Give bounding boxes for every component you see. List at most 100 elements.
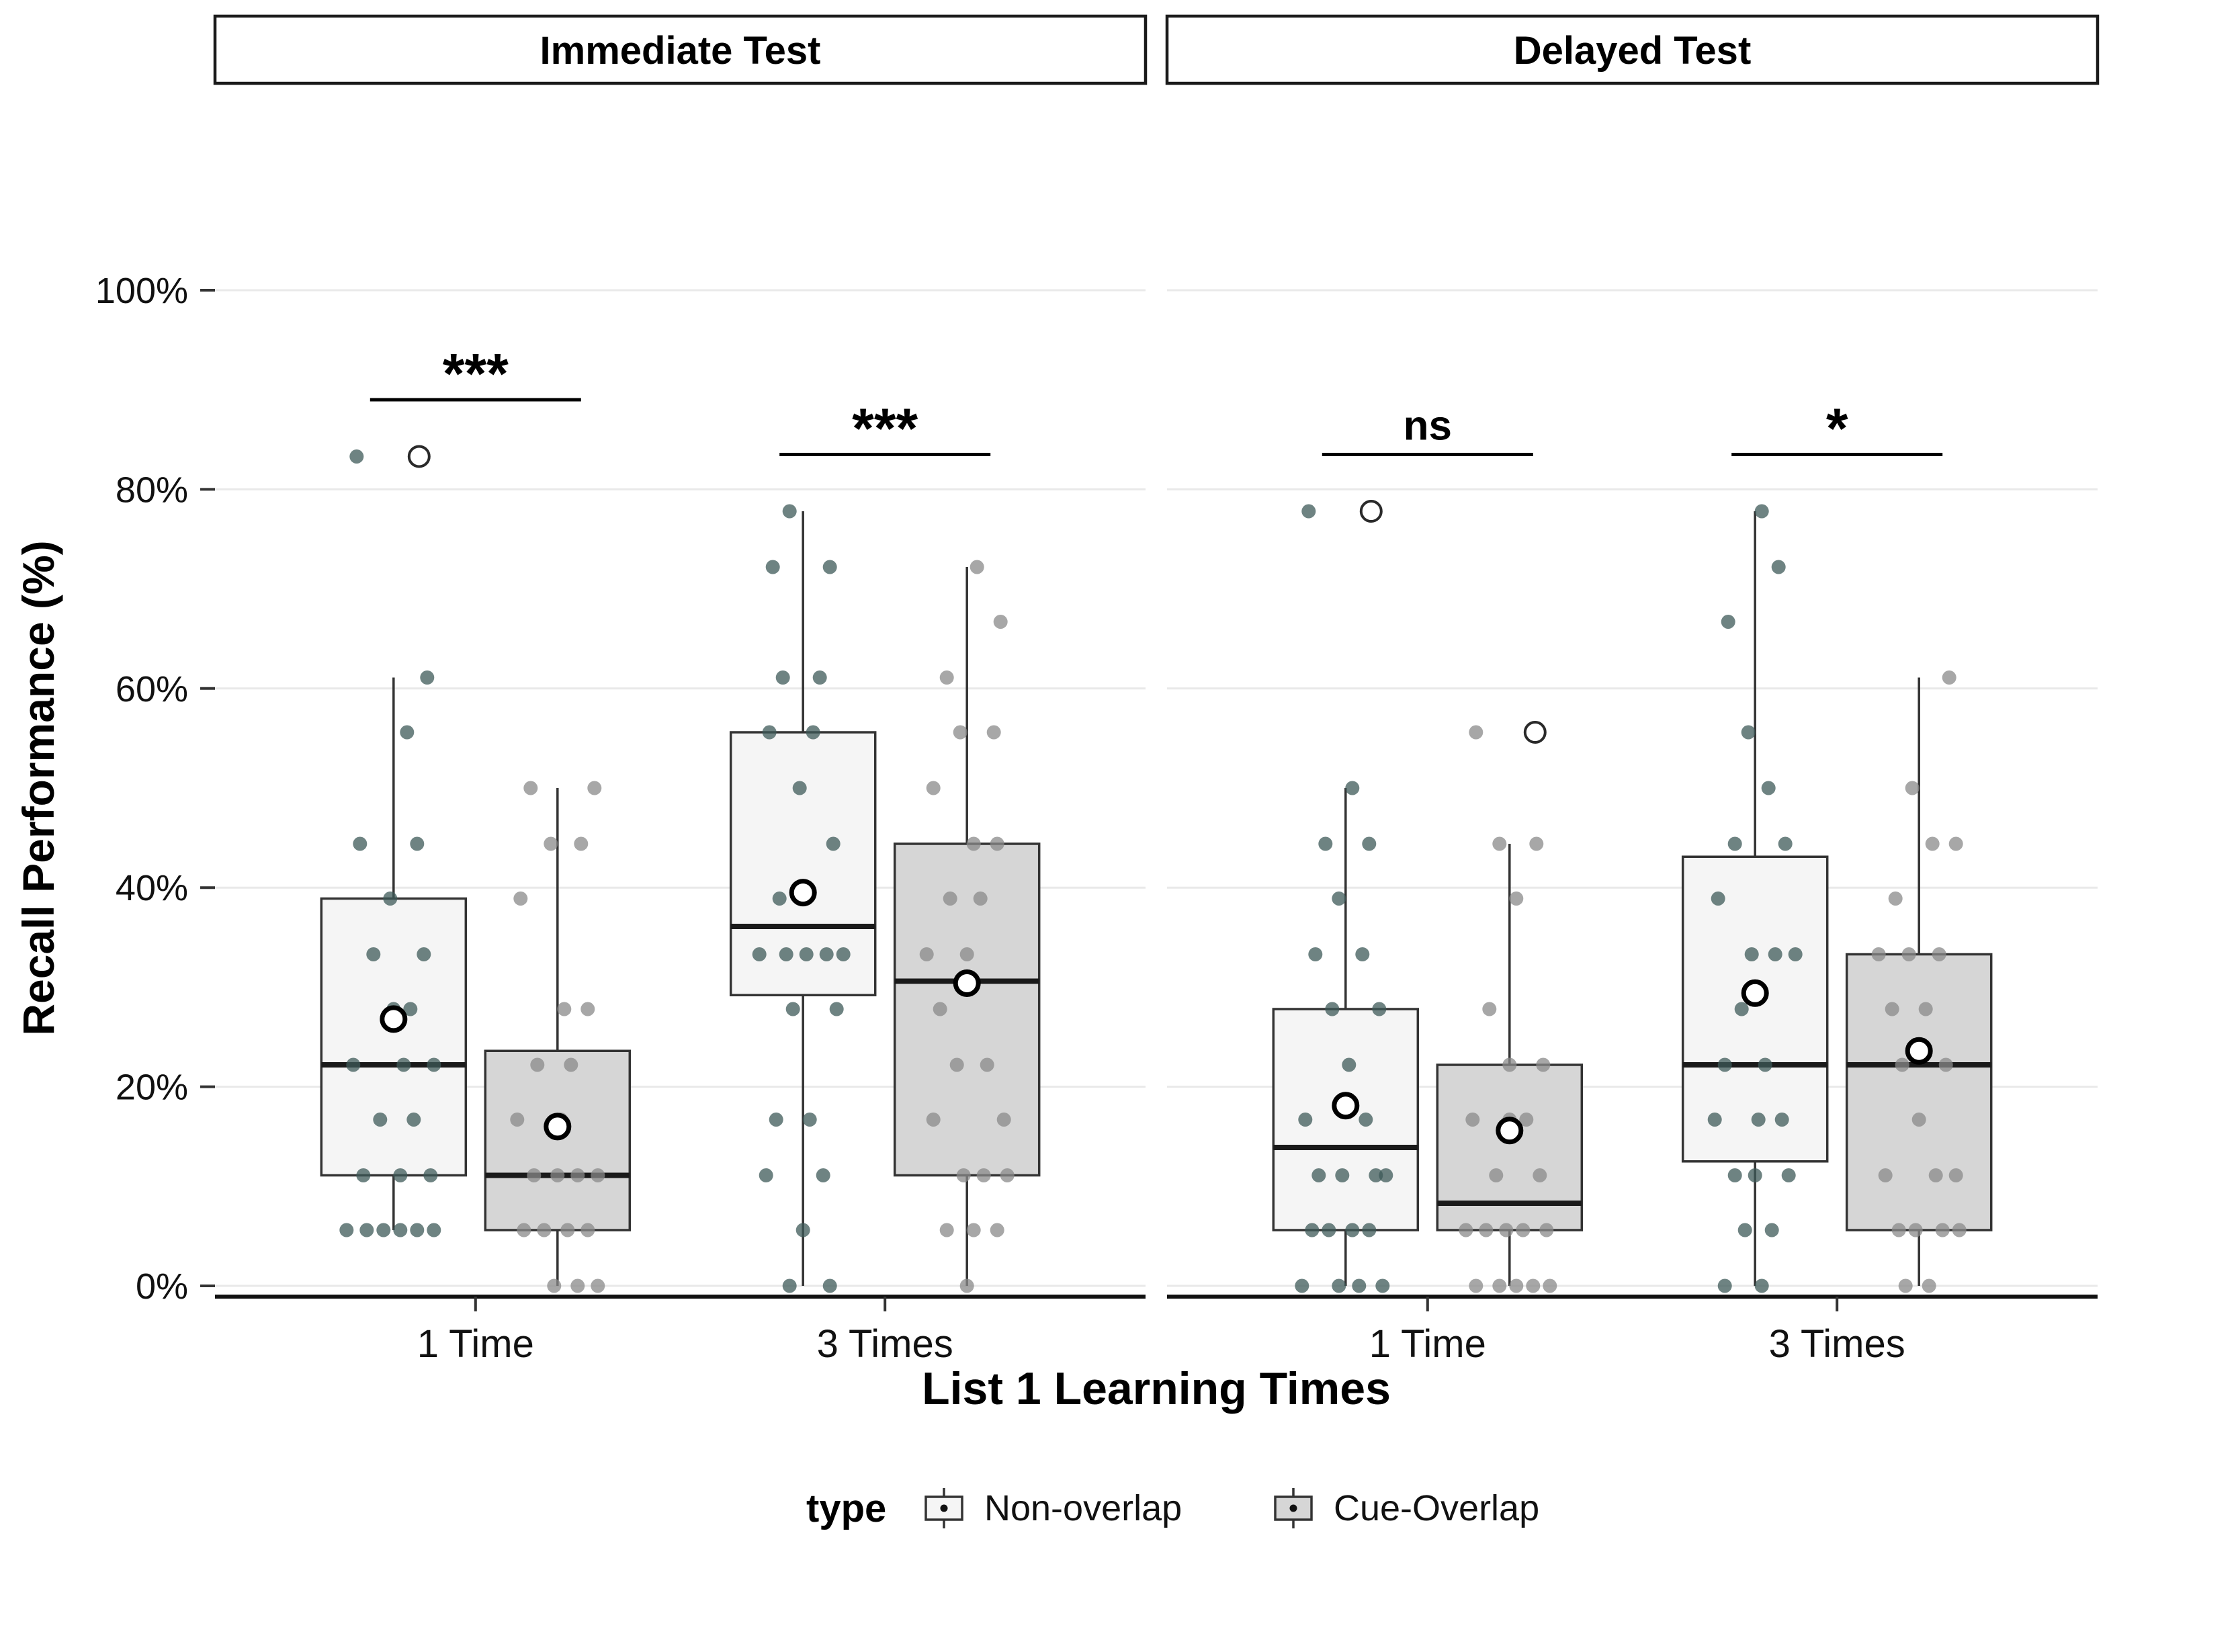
jitter-point <box>1000 1168 1015 1182</box>
jitter-point <box>346 1057 361 1072</box>
jitter-point <box>530 1057 545 1072</box>
legend-label: Cue-Overlap <box>1334 1488 1539 1528</box>
jitter-point <box>1332 892 1346 906</box>
jitter-point <box>779 947 793 961</box>
jitter-point <box>762 725 777 740</box>
jitter-point <box>772 892 787 906</box>
jitter-point <box>1322 1223 1336 1237</box>
jitter-point <box>1727 836 1742 851</box>
jitter-point <box>1754 504 1769 519</box>
legend: type Non-overlap Cue-Overlap <box>806 1487 1539 1530</box>
jitter-point <box>423 1168 438 1182</box>
jitter-point <box>544 836 558 851</box>
jitter-point <box>1737 1223 1752 1237</box>
jitter-point <box>356 1168 371 1182</box>
jitter-point <box>1533 1168 1547 1182</box>
jitter-point <box>792 781 807 795</box>
jitter-point <box>822 1278 837 1293</box>
jitter-point <box>383 892 398 906</box>
jitter-point <box>1359 1113 1373 1127</box>
jitter-point <box>1509 1278 1524 1293</box>
jitter-point <box>1369 1168 1383 1182</box>
jitter-point <box>765 560 780 574</box>
jitter-point <box>959 947 974 961</box>
jitter-point <box>943 892 957 906</box>
jitter-point <box>587 781 602 795</box>
jitter-point <box>1781 1168 1796 1182</box>
jitter-point <box>990 1223 1004 1237</box>
jitter-point <box>564 1057 578 1072</box>
jitter-point <box>537 1223 552 1237</box>
jitter-point <box>1335 1168 1350 1182</box>
jitter-point <box>339 1223 354 1237</box>
jitter-point <box>376 1223 391 1237</box>
jitter-point <box>1707 1113 1722 1127</box>
jitter-point <box>939 1223 954 1237</box>
outlier-point <box>407 445 431 468</box>
jitter-point <box>759 1168 773 1182</box>
mean-marker <box>544 1113 572 1141</box>
facet-panel: Immediate Test 1 Time *** 3 Times *** <box>213 14 1148 1366</box>
jitter-point <box>1489 1168 1504 1182</box>
facet-title: Immediate Test <box>540 29 821 73</box>
jitter-point <box>1516 1223 1531 1237</box>
jitter-point <box>1918 1002 1933 1016</box>
jitter-point <box>1741 725 1756 740</box>
jitter-point <box>1754 1278 1769 1293</box>
jitter-point <box>926 1113 941 1127</box>
jitter-point <box>1332 1278 1346 1293</box>
jitter-point <box>403 1002 418 1016</box>
jitter-point <box>1744 947 1759 961</box>
jitter-point <box>1928 1168 1943 1182</box>
jitter-point <box>1308 947 1323 961</box>
jitter-point <box>570 1168 585 1182</box>
jitter-point <box>976 1168 991 1182</box>
jitter-point <box>959 1278 974 1293</box>
jitter-point <box>427 1223 441 1237</box>
jitter-point <box>1526 1278 1541 1293</box>
jitter-point <box>775 670 790 685</box>
jitter-point <box>580 1002 595 1016</box>
jitter-point <box>1925 836 1940 851</box>
jitter-point <box>1721 615 1735 629</box>
significance-label: * <box>1826 397 1848 460</box>
jitter-point <box>1342 1057 1357 1072</box>
jitter-point <box>560 1223 575 1237</box>
jitter-point <box>1479 1223 1494 1237</box>
jitter-point <box>393 1168 408 1182</box>
mean-marker <box>380 1005 408 1033</box>
jitter-point <box>1717 1057 1732 1072</box>
jitter-point <box>1758 1057 1772 1072</box>
jitter-point <box>806 725 820 740</box>
mean-marker <box>1332 1092 1360 1120</box>
jitter-point <box>396 1057 411 1072</box>
jitter-point <box>410 1223 425 1237</box>
jitter-point <box>1362 836 1377 851</box>
y-tick-label: 40% <box>116 868 188 908</box>
jitter-point <box>966 836 981 851</box>
jitter-point <box>1778 836 1793 851</box>
jitter-point <box>1355 947 1370 961</box>
facet-panel: Delayed Test 1 Time ns 3 Times * <box>1165 14 2100 1366</box>
jitter-point <box>580 1223 595 1237</box>
x-tick-label: 3 Times <box>1769 1322 1905 1366</box>
jitter-point <box>836 947 851 961</box>
legend-title: type <box>806 1487 886 1530</box>
jitter-point <box>1788 947 1803 961</box>
box <box>1272 1008 1420 1231</box>
legend-key-point <box>940 1504 948 1512</box>
jitter-point <box>1911 1113 1926 1127</box>
jitter-point <box>591 1278 605 1293</box>
jitter-point <box>939 670 954 685</box>
facet-strip <box>1165 14 2100 85</box>
jitter-point <box>795 1223 810 1237</box>
box <box>320 897 468 1177</box>
facet-strip <box>213 14 1148 85</box>
jitter-point <box>819 947 834 961</box>
jitter-point <box>816 1168 830 1182</box>
jitter-point <box>1379 1168 1393 1182</box>
jitter-point <box>1888 892 1903 906</box>
y-tick-label: 0% <box>136 1266 188 1307</box>
legend-key-point <box>1289 1504 1297 1512</box>
x-tick-label: 1 Time <box>1369 1322 1486 1366</box>
